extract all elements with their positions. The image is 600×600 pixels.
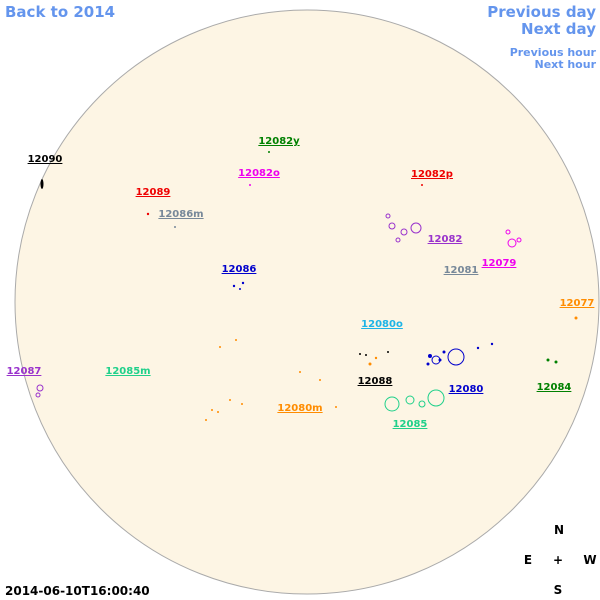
region-label[interactable]: 12082 [428, 234, 463, 245]
region-label[interactable]: 12077 [560, 298, 595, 309]
region-label[interactable]: 12082p [411, 169, 453, 180]
region-label[interactable]: 12081 [444, 265, 479, 276]
timestamp: 2014-06-10T16:00:40 [5, 584, 150, 598]
sunspots [35, 151, 578, 421]
region-label[interactable]: 12090 [28, 154, 63, 165]
compass-center: + [553, 553, 563, 567]
region-label[interactable]: 12087 [7, 366, 42, 377]
region-label[interactable]: 12082y [258, 136, 300, 147]
region-labels: 12090 12089 12086m 12082y 12082o 12082p … [7, 136, 595, 430]
spot-group [35, 213, 422, 398]
region-label[interactable]: 12085 [393, 419, 428, 430]
compass-west: W [583, 553, 596, 567]
compass-north: N [554, 523, 564, 537]
previous-hour-link[interactable]: Previous hour [510, 46, 597, 59]
region-label[interactable]: 12079 [482, 258, 517, 269]
region-label[interactable]: 12089 [136, 187, 171, 198]
back-link[interactable]: Back to 2014 [5, 3, 115, 21]
spot [249, 184, 251, 186]
region-label[interactable]: 12088 [358, 376, 393, 387]
next-day-link[interactable]: Next day [521, 20, 596, 38]
region-label[interactable]: 12085m [105, 366, 150, 377]
next-hour-link[interactable]: Next hour [535, 58, 597, 71]
region-label[interactable]: 12080 [449, 384, 484, 395]
spot-group [546, 358, 558, 364]
spot-group [359, 351, 389, 356]
compass-east: E [524, 553, 532, 567]
compass-south: S [554, 583, 563, 597]
spot-group [505, 229, 522, 248]
spot [40, 179, 44, 189]
spot [268, 151, 270, 153]
spot-group [384, 389, 445, 412]
region-label[interactable]: 12080m [277, 403, 322, 414]
spot [174, 226, 176, 228]
solar-disk [14, 9, 600, 595]
previous-day-link[interactable]: Previous day [487, 3, 596, 21]
region-label[interactable]: 12080o [361, 319, 403, 330]
spot-group [205, 316, 578, 421]
spot-group [431, 348, 465, 366]
region-label[interactable]: 12084 [537, 382, 572, 393]
spot [421, 184, 423, 186]
spot-group [232, 281, 494, 366]
region-label[interactable]: 12086 [222, 264, 257, 275]
region-label[interactable]: 12082o [238, 168, 280, 179]
spot [146, 212, 150, 216]
region-label[interactable]: 12086m [158, 209, 203, 220]
